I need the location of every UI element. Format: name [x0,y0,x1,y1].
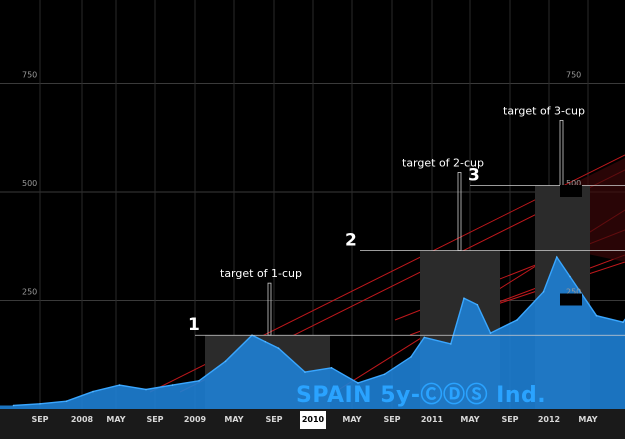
x-axis: SEP 2008 MAY SEP 2009 MAY SEP 2010 MAY SEP 2011 MAY… [0,409,625,439]
x-tick-label: 2011 [421,415,444,424]
ref-label-bg [560,293,582,306]
price-point [304,371,306,373]
cup-number: 1 [188,315,200,335]
x-tick-label: SEP [383,415,400,424]
price-area [0,257,625,409]
price-point [476,304,479,306]
x-tick-highlight [300,411,326,429]
price-point [556,256,558,258]
price-line [13,255,625,407]
cup-number: 2 [345,231,357,251]
y-tick-label-right: 250 [566,288,581,297]
target-bar [267,282,272,336]
price-point [12,404,15,407]
x-tick-label: MAY [342,415,361,424]
price-point [542,291,545,293]
y-tick-label-left: 250 [22,288,37,297]
price-point [569,275,571,278]
y-tick-label-right: 750 [566,71,581,80]
target-label: target of 3-cup [503,104,585,117]
cup-levels [195,119,625,336]
price-point [171,384,174,386]
x-tick-label: MAY [460,415,479,424]
price-point [224,360,227,363]
cup-number: 3 [468,165,480,185]
y-tick-label-right: 500 [566,179,581,188]
price-point [264,340,267,343]
y-axis: 250 250 500 500 750 750 [22,71,582,306]
price-point [92,390,94,393]
price-point [450,343,452,345]
price-point [330,367,333,369]
price-point [489,332,492,334]
price-point [277,347,280,350]
price-point [145,388,147,391]
target-bar [559,119,564,186]
price-point [463,297,465,300]
target-bar [457,172,462,251]
x-tick-label: MAY [106,415,125,424]
y-tick-label-left: 500 [22,179,37,188]
chart-title: SPAIN 5y-ⒸⒹⓈ Ind. [296,382,546,408]
price-point [410,356,412,358]
x-tick-label: SEP [265,415,282,424]
x-tick-label: MAY [578,415,597,424]
x-tick-label: MAY [224,415,243,424]
ref-label-bg [560,185,582,197]
price-point [622,321,624,324]
x-tick-label: 2010 [302,415,325,424]
price-point [357,382,359,384]
price-point [383,373,386,376]
price-point [65,400,68,403]
price-point [198,380,200,382]
price-point [516,319,518,321]
x-tick-label: SEP [501,415,518,424]
price-point [423,336,426,339]
price-point [595,314,598,317]
price-series [0,255,625,409]
price-point [118,384,121,386]
target-label: target of 2-cup [402,156,484,169]
x-tick-label: 2008 [71,415,94,424]
price-point [39,403,41,405]
x-tick-label: SEP [31,415,48,424]
x-tick-label: SEP [146,415,163,424]
target-label: target of 1-cup [220,267,302,280]
x-tick-label: 2012 [538,415,560,424]
x-tick-label: 2009 [184,415,207,424]
y-tick-label-left: 750 [22,71,37,80]
